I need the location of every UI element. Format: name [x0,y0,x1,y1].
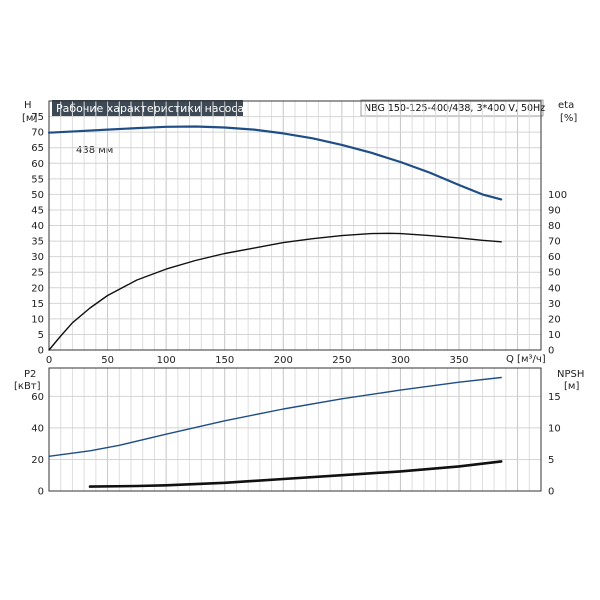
bottom-right-tick-label: 0 [548,487,554,498]
bottom-left-tick-label: 40 [31,423,44,434]
top-x-tick-label: 350 [449,355,468,366]
h-axis-title: H [24,100,32,111]
top-left-tick-label: 15 [31,299,44,310]
top-left-tick-label: 30 [31,252,44,263]
top-x-tick-label: 300 [391,355,410,366]
eta-axis-unit: [%] [560,113,577,124]
top-left-tick-label: 20 [31,283,44,294]
bottom-right-tick-label: 10 [548,423,561,434]
top-right-tick-label: 20 [548,314,561,325]
top-left-tick-label: 45 [31,205,44,216]
top-right-tick-label: 70 [548,237,561,248]
top-left-tick-label: 60 [31,159,44,170]
eta-axis-title: eta [558,100,574,111]
top-right-tick-label: 40 [548,283,561,294]
bottom-left-tick-label: 0 [38,487,44,498]
npsh-axis-unit: [м] [564,381,579,392]
top-x-tick-label: 50 [101,355,114,366]
top-left-tick-label: 35 [31,237,44,248]
bottom-series-left-axis-line [48,376,502,457]
top-right-tick-label: 90 [548,205,561,216]
impeller-diameter-label: 438 мм [76,145,113,156]
top-right-tick-label: 30 [548,299,561,310]
top-right-tick-label: 10 [548,330,561,341]
chart-subtitle: NBG 150-125-400/438, 3*400 V, 50Hz [364,103,545,114]
top-left-tick-label: 65 [31,143,44,154]
bottom-right-tick-label: 5 [548,455,554,466]
top-x-tick-label: 0 [46,355,52,366]
bottom-series-right-axis-line [88,460,503,488]
top-left-tick-label: 70 [31,128,44,139]
title-badge [52,100,243,116]
top-right-tick-label: 100 [548,190,567,201]
h-axis-unit: [м] [22,113,37,124]
top-x-tick-label: 150 [215,355,234,366]
top-right-tick-label: 80 [548,221,561,232]
subtitle-box [360,99,544,117]
top-x-tick-label: 100 [157,355,176,366]
top-right-tick-label: 60 [548,252,561,263]
top-plot-frame [48,100,542,351]
top-left-tick-label: 10 [31,314,44,325]
npsh-axis-title: NPSH [557,369,584,380]
bottom-right-tick-label: 15 [548,392,561,403]
top-right-tick-label: 0 [548,346,554,357]
top-left-tick-label: 40 [31,221,44,232]
p2-axis-title: P2 [24,369,36,380]
top-right-tick-label: 50 [548,268,561,279]
top-left-tick-label: 0 [38,346,44,357]
top-left-tick-label: 55 [31,174,44,185]
bottom-plot-frame [48,367,542,492]
chart-title: Рабочие характеристики насоса [56,102,244,115]
p2-axis-unit: [кВт] [14,381,41,392]
bottom-left-tick-label: 60 [31,392,44,403]
top-left-tick-label: 25 [31,268,44,279]
top-left-tick-label: 75 [31,112,44,123]
top-x-tick-label: 250 [332,355,351,366]
top-series-right-axis-line [48,232,502,351]
top-left-tick-label: 5 [38,330,44,341]
bottom-left-tick-label: 20 [31,455,44,466]
top-series-left-axis-line [47,125,503,201]
top-x-tick-label: 200 [274,355,293,366]
top-left-tick-label: 50 [31,190,44,201]
q-axis-label: Q [м³/ч] [506,354,546,365]
